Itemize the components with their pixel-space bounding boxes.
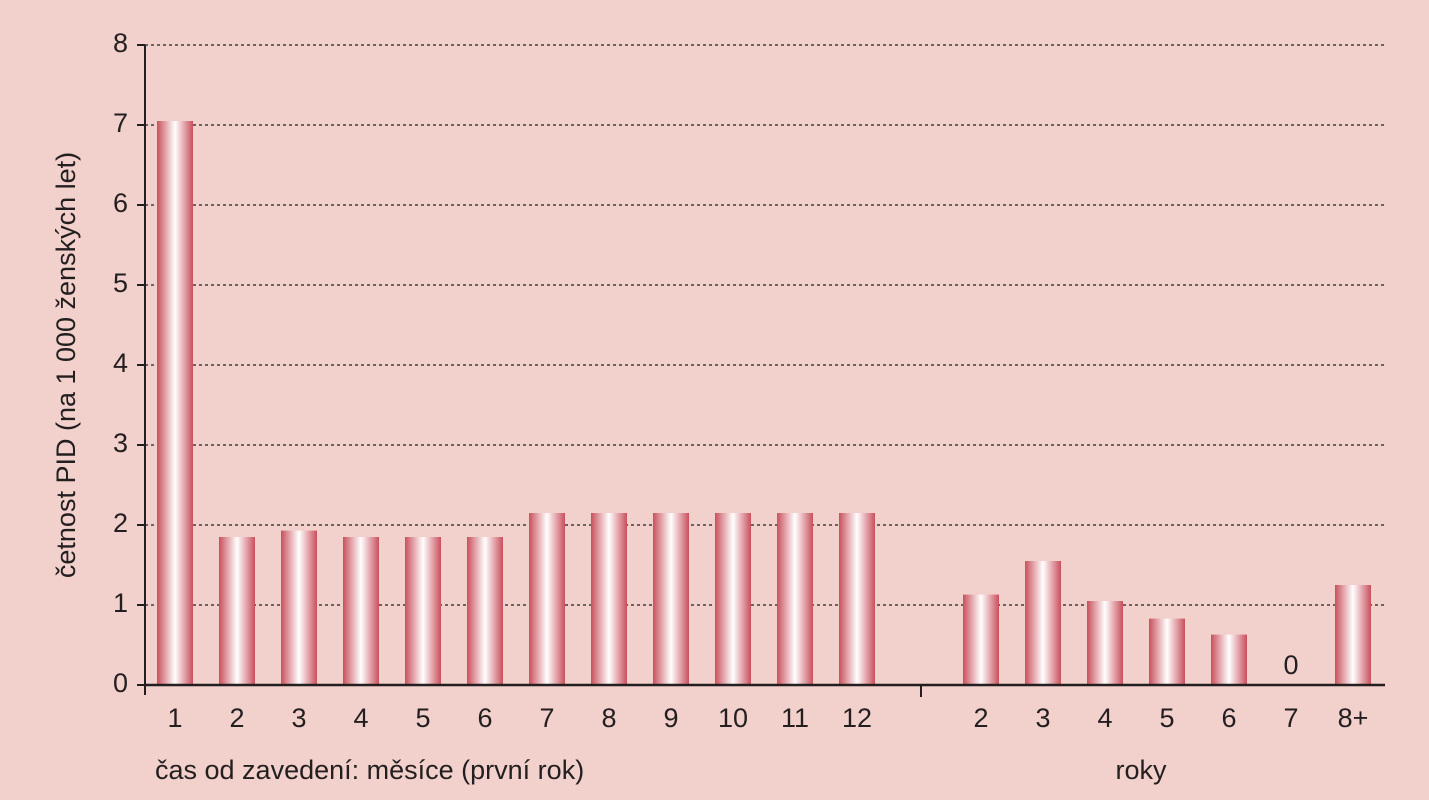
x-tick-label: 4 [353, 703, 368, 733]
bar [157, 121, 193, 685]
bar [343, 537, 379, 685]
bar [839, 513, 875, 685]
x-tick-label: 4 [1097, 703, 1112, 733]
bar [281, 530, 317, 685]
y-axis-label: četnost PID (na 1 000 ženských let) [51, 152, 81, 578]
y-tick-label: 4 [113, 348, 128, 378]
y-tick-label: 8 [113, 28, 128, 58]
x-tick-label: 3 [291, 703, 306, 733]
bar [405, 537, 441, 685]
bar [777, 513, 813, 685]
x-tick-label: 2 [973, 703, 988, 733]
x-tick-label: 7 [1283, 703, 1298, 733]
x-tick-label: 11 [781, 703, 809, 733]
bar [963, 594, 999, 685]
x-tick-label: 1 [167, 703, 182, 733]
bar [1335, 585, 1371, 685]
x-tick-label: 7 [539, 703, 554, 733]
y-tick-label: 7 [113, 108, 128, 138]
bar [1149, 618, 1185, 685]
x-axis-label: čas od zavedení: měsíce (první rok) [155, 755, 584, 785]
bar [219, 537, 255, 685]
y-tick-label: 5 [113, 268, 128, 298]
x-tick-label: 8+ [1338, 703, 1369, 733]
y-tick-label: 1 [113, 588, 128, 618]
x-tick-label: 10 [718, 703, 748, 733]
y-tick-label: 0 [113, 668, 128, 698]
x-tick-label: 3 [1035, 703, 1050, 733]
bar [653, 513, 689, 685]
x-tick-label: 12 [842, 703, 872, 733]
y-tick-label: 2 [113, 508, 128, 538]
bar [1087, 601, 1123, 685]
x-tick-label: 8 [601, 703, 616, 733]
x-tick-label: 2 [229, 703, 244, 733]
bar [715, 513, 751, 685]
bar [1211, 634, 1247, 685]
bar [1025, 561, 1061, 685]
x-tick-label: 6 [477, 703, 492, 733]
x-tick-label: 6 [1221, 703, 1236, 733]
y-tick-label: 3 [113, 428, 128, 458]
data-label: 0 [1283, 650, 1298, 680]
bar [591, 513, 627, 685]
bar [467, 537, 503, 685]
x-axis-label-years: roky [1115, 755, 1167, 785]
y-tick-label: 6 [113, 188, 128, 218]
x-tick-label: 9 [663, 703, 678, 733]
bar [529, 513, 565, 685]
x-tick-label: 5 [1159, 703, 1174, 733]
x-tick-label: 5 [415, 703, 430, 733]
